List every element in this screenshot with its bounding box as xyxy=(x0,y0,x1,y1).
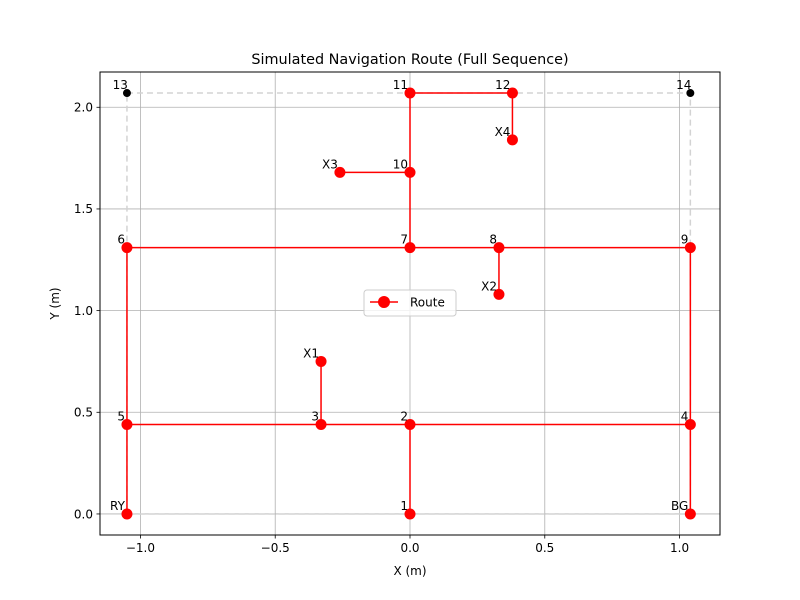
x-tick-label: −1.0 xyxy=(126,541,155,555)
x-tick-label: 0.5 xyxy=(535,541,554,555)
route-point xyxy=(121,418,133,430)
route-point xyxy=(404,87,416,99)
route-point xyxy=(506,87,518,99)
route-point xyxy=(404,242,416,254)
point-label: 5 xyxy=(117,409,125,423)
route-point xyxy=(506,134,518,146)
point-label: X1 xyxy=(303,346,319,360)
corner-point xyxy=(122,89,131,98)
point-label: 4 xyxy=(681,409,689,423)
y-axis-label: Y (m) xyxy=(48,287,62,320)
route-point xyxy=(404,418,416,430)
corner-label: 14 xyxy=(676,78,691,92)
point-label: X4 xyxy=(495,125,511,139)
route-point xyxy=(684,508,696,520)
point-label: 12 xyxy=(495,78,510,92)
point-label: 7 xyxy=(400,233,408,247)
route-point xyxy=(121,508,133,520)
legend-route-label: Route xyxy=(410,296,445,310)
point-label: 2 xyxy=(400,409,408,423)
y-tick-label: 1.0 xyxy=(74,304,93,318)
point-label: 1 xyxy=(400,499,408,513)
route-point xyxy=(334,166,346,178)
corner-label: 13 xyxy=(113,78,128,92)
point-label: 8 xyxy=(489,233,497,247)
tick-layer: −1.0 −0.5 0.0 0.5 1.0 0.0 0.5 1.0 1.5 2.0 xyxy=(74,101,689,555)
point-label: 6 xyxy=(117,233,125,247)
x-tick-label: −0.5 xyxy=(261,541,290,555)
route-point xyxy=(404,166,416,178)
point-label: X2 xyxy=(481,279,497,293)
legend: Route xyxy=(363,289,457,317)
point-label: 3 xyxy=(311,409,319,423)
route-point xyxy=(315,355,327,367)
point-label: 10 xyxy=(393,157,408,171)
y-tick-label: 1.5 xyxy=(74,202,93,216)
label-layer: RY 1 BG 2 3 4 5 X1 X2 6 7 8 9 X3 10 X4 11 12 13 14 xyxy=(110,78,691,513)
point-label: X3 xyxy=(322,157,338,171)
y-tick-label: 2.0 xyxy=(74,101,93,115)
point-label: BG xyxy=(671,499,688,513)
route-point xyxy=(493,242,505,254)
route-point xyxy=(315,418,327,430)
y-tick-label: 0.0 xyxy=(74,507,93,521)
route-point xyxy=(121,242,133,254)
marker-layer xyxy=(121,87,696,520)
corner-point xyxy=(686,89,695,98)
x-tick-label: 1.0 xyxy=(670,541,689,555)
legend-route-marker xyxy=(378,296,390,308)
route-point xyxy=(404,508,416,520)
point-label: 11 xyxy=(393,78,408,92)
route-point xyxy=(493,288,505,300)
point-label: RY xyxy=(110,499,126,513)
legend-box xyxy=(363,289,457,317)
point-label: 9 xyxy=(681,233,689,247)
route-point xyxy=(684,418,696,430)
route-point xyxy=(684,242,696,254)
y-tick-label: 0.5 xyxy=(74,406,93,420)
x-tick-label: 0.0 xyxy=(400,541,419,555)
x-axis-label: X (m) xyxy=(393,564,426,578)
chart-title: Simulated Navigation Route (Full Sequenc… xyxy=(251,52,568,68)
